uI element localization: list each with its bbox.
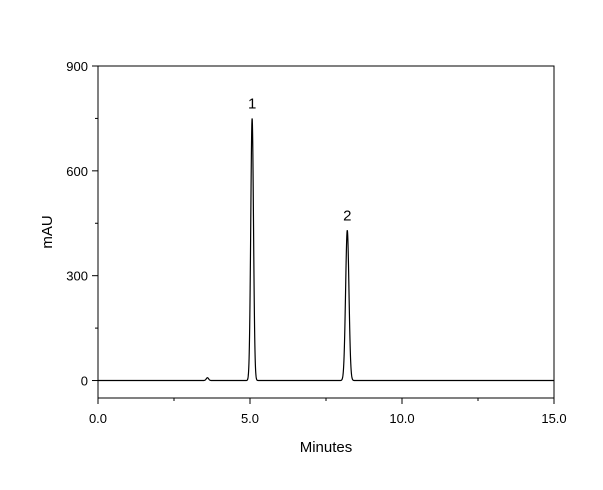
- y-tick-label: 600: [66, 164, 88, 179]
- x-tick-label: 10.0: [389, 411, 414, 426]
- y-tick-label: 300: [66, 269, 88, 284]
- peak-label: 2: [343, 207, 351, 224]
- tick-labels: 0.0 5.0 10.0 15.0 0 300 600 900: [66, 59, 566, 426]
- ticks: [92, 65, 555, 404]
- x-axis-label: Minutes: [300, 439, 353, 456]
- chromatogram-trace: [98, 118, 554, 382]
- x-tick-label: 0.0: [89, 411, 107, 426]
- y-tick-label: 0: [81, 374, 88, 389]
- x-tick-label: 15.0: [541, 411, 566, 426]
- peak-labels: 12: [248, 95, 351, 224]
- x-tick-label: 5.0: [241, 411, 259, 426]
- peak-label: 1: [248, 95, 256, 112]
- plot-frame: [97, 65, 555, 399]
- y-tick-label: 900: [66, 59, 88, 74]
- y-axis-label: mAU: [39, 215, 56, 248]
